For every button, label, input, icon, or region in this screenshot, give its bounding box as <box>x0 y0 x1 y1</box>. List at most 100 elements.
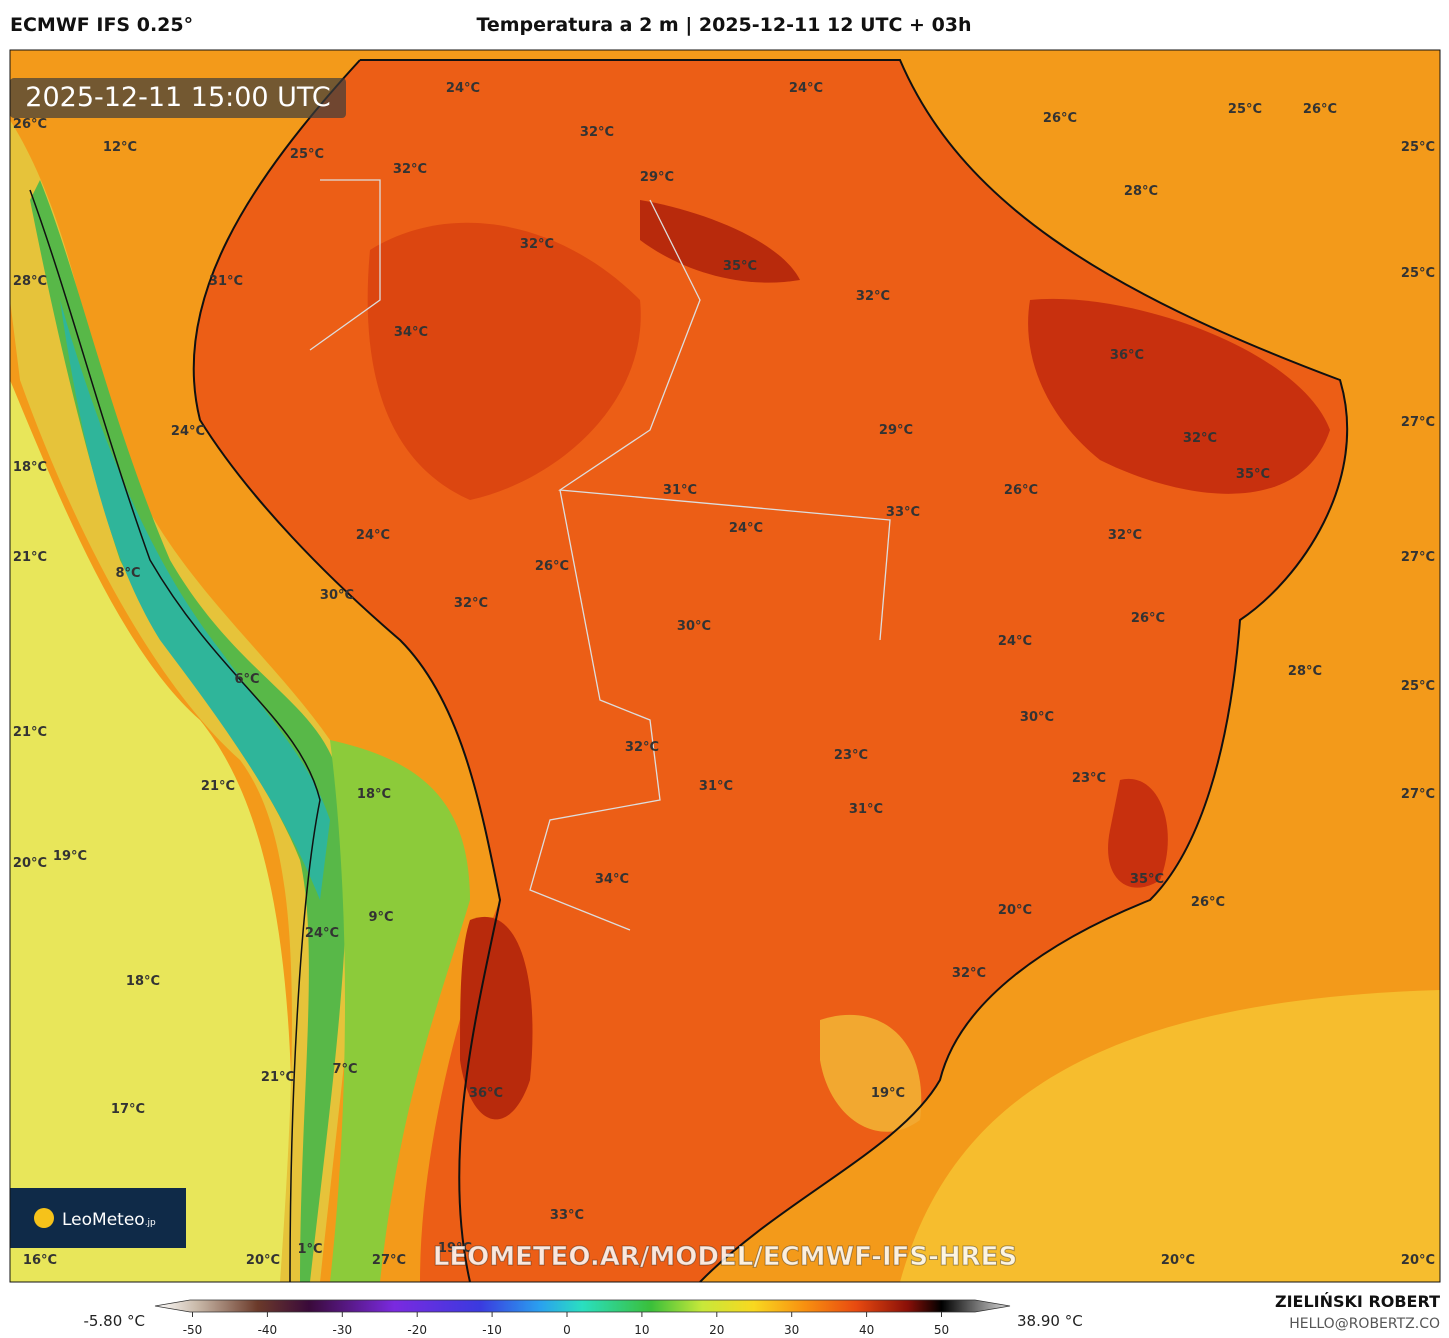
temperature-label: 32°C <box>580 125 614 140</box>
temperature-label: 32°C <box>625 740 659 755</box>
temperature-label: 31°C <box>849 802 883 817</box>
temperature-label: 24°C <box>446 81 480 96</box>
temperature-label: 25°C <box>1401 140 1435 155</box>
temperature-label: 26°C <box>1191 895 1225 910</box>
watermark: LEOMETEO.AR/MODEL/ECMWF-IFS-HRES <box>433 1242 1017 1272</box>
temperature-label: 19°C <box>871 1086 905 1101</box>
colorbar-tick-label: 0 <box>563 1323 571 1337</box>
temperature-label: 30°C <box>320 588 354 603</box>
temperature-label: 26°C <box>1303 102 1337 117</box>
temperature-label: 24°C <box>789 81 823 96</box>
colorbar-tick-label: -20 <box>407 1323 427 1337</box>
temperature-label: 28°C <box>13 274 47 289</box>
temperature-label: 24°C <box>729 521 763 536</box>
temperature-label: 32°C <box>1183 431 1217 446</box>
author: ZIELIŃSKI ROBERT <box>1275 1292 1440 1311</box>
logo-name: LeoMeteo <box>62 1210 145 1230</box>
temperature-label: 28°C <box>1124 184 1158 199</box>
temperature-label: 35°C <box>1236 467 1270 482</box>
temperature-label: 32°C <box>856 289 890 304</box>
temperature-label: 26°C <box>1004 483 1038 498</box>
temperature-label: 36°C <box>1110 348 1144 363</box>
map-frame <box>9 49 1441 1283</box>
temperature-label: 27°C <box>1401 550 1435 565</box>
temperature-label: 23°C <box>834 748 868 763</box>
temperature-label: 29°C <box>879 423 913 438</box>
colorbar-ticks: -50 -40 -30 -20 -10 0 10 20 30 40 50 <box>183 1312 949 1337</box>
map: 24°C 24°C 26°C 25°C 26°C 26°C 12°C 32°C 25°C 25°C… <box>10 50 1440 1282</box>
temperature-label: 1°C <box>297 1242 322 1257</box>
temperature-label: 24°C <box>305 926 339 941</box>
temperature-label: 25°C <box>1228 102 1262 117</box>
temperature-label: 25°C <box>1401 266 1435 281</box>
temperature-label: 32°C <box>952 966 986 981</box>
colorbar-tick-label: 50 <box>934 1323 949 1337</box>
temperature-label: 26°C <box>535 559 569 574</box>
colorbar-max: 38.90 °C <box>1017 1312 1083 1330</box>
temperature-label: 21°C <box>201 779 235 794</box>
temperature-label: 9°C <box>368 910 393 925</box>
temperature-label: 12°C <box>103 140 137 155</box>
temperature-label: 34°C <box>595 872 629 887</box>
colorbar-tick-label: -10 <box>482 1323 502 1337</box>
temperature-label: 31°C <box>209 274 243 289</box>
colorbar-tick-label: 20 <box>709 1323 724 1337</box>
logo-suffix: .jp <box>145 1218 156 1228</box>
temperature-label: 21°C <box>13 550 47 565</box>
temperature-label: 19°C <box>438 1241 472 1256</box>
temperature-label: 36°C <box>469 1086 503 1101</box>
model-name: ECMWF IFS 0.25° <box>10 14 193 36</box>
temperature-label: 33°C <box>550 1208 584 1223</box>
temperature-label: 34°C <box>394 325 428 340</box>
colorbar-tick-label: -40 <box>258 1323 278 1337</box>
temperature-label: 35°C <box>1130 872 1164 887</box>
temperature-label: 18°C <box>126 974 160 989</box>
temperature-label: 7°C <box>332 1062 357 1077</box>
temperature-label: 18°C <box>13 460 47 475</box>
temperature-label: 8°C <box>115 566 140 581</box>
time-box <box>10 78 346 118</box>
colorbar-min: -5.80 °C <box>83 1312 145 1330</box>
temperature-label: 24°C <box>356 528 390 543</box>
temperature-label: 31°C <box>699 779 733 794</box>
temperature-label: 26°C <box>1131 611 1165 626</box>
temperature-label: 20°C <box>246 1253 280 1268</box>
temperature-label: 17°C <box>111 1102 145 1117</box>
temperature-label: 30°C <box>677 619 711 634</box>
temperature-label: 31°C <box>663 483 697 498</box>
temperature-label: 21°C <box>13 725 47 740</box>
logo-text: LeoMeteo.jp <box>62 1210 156 1230</box>
temperature-label: 25°C <box>1401 679 1435 694</box>
temperature-label: 26°C <box>1043 111 1077 126</box>
colorbar-tick-label: -30 <box>332 1323 352 1337</box>
temperature-label: 24°C <box>998 634 1032 649</box>
temperature-label: 21°C <box>261 1070 295 1085</box>
temperature-label: 35°C <box>723 259 757 274</box>
temperature-label: 32°C <box>454 596 488 611</box>
temperature-label: 29°C <box>640 170 674 185</box>
valid-time: 2025-12-11 15:00 UTC <box>25 82 330 113</box>
temperature-label: 16°C <box>23 1253 57 1268</box>
contact: HELLO@ROBERTZ.CO <box>1289 1316 1440 1332</box>
temperature-label: 20°C <box>1161 1253 1195 1268</box>
temperature-label: 23°C <box>1072 771 1106 786</box>
colorbar-tick-label: 10 <box>634 1323 649 1337</box>
temperature-label: 26°C <box>13 117 47 132</box>
temperature-label: 32°C <box>1108 528 1142 543</box>
temperature-label: 20°C <box>13 856 47 871</box>
temperature-label: 19°C <box>53 849 87 864</box>
colorbar-tick-label: 30 <box>784 1323 799 1337</box>
temperature-label: 24°C <box>171 424 205 439</box>
temperature-label: 20°C <box>1401 1253 1435 1268</box>
temperature-label: 30°C <box>1020 710 1054 725</box>
title: Temperatura a 2 m | 2025-12-11 12 UTC + … <box>476 14 971 36</box>
temperature-label: 33°C <box>886 505 920 520</box>
temperature-label: 28°C <box>1288 664 1322 679</box>
temperature-label: 27°C <box>1401 787 1435 802</box>
colorbar-tick-label: -50 <box>183 1323 203 1337</box>
temperature-label: 20°C <box>998 903 1032 918</box>
temperature-label: 27°C <box>372 1253 406 1268</box>
temperature-label: 32°C <box>520 237 554 252</box>
temperature-label: 27°C <box>1401 415 1435 430</box>
